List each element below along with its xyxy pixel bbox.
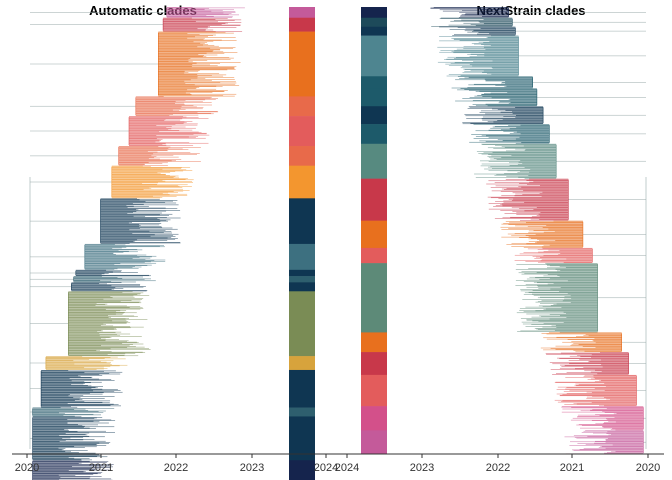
right-clade-segment [361, 220, 387, 249]
left-clade-segment [289, 416, 315, 461]
right-clade-segment [361, 26, 387, 36]
left-clade-segment [289, 96, 315, 117]
left-tick-label: 2020 [15, 462, 39, 474]
right-panel: NextStrain clades 2024 2023 2022 2021 2020 [335, 3, 664, 474]
left-clade-segment [289, 17, 315, 32]
left-axis-ticks: 2020 2021 2022 2023 2024 [15, 454, 338, 474]
left-clade-segment [289, 7, 315, 19]
right-clade-segment [361, 106, 387, 125]
left-tick-label: 2024 [314, 462, 338, 474]
left-tick-label: 2022 [164, 462, 188, 474]
right-clade-segment [361, 88, 387, 107]
left-clade-segment [289, 460, 315, 480]
right-tick-label: 2023 [410, 462, 434, 474]
left-tree [29, 7, 245, 480]
left-clade-bar [289, 7, 315, 480]
left-clade-segment [289, 282, 315, 292]
right-axis-ticks: 2024 2023 2022 2021 2020 [335, 454, 660, 474]
right-tick-label: 2020 [636, 462, 660, 474]
left-clade-segment [289, 243, 315, 271]
left-panel: Automatic clades 2020 2021 2022 2023 2024 [12, 3, 338, 480]
right-clade-segment [361, 143, 387, 179]
left-clade-segment [289, 407, 315, 417]
right-clade-segment [361, 430, 387, 455]
left-clade-segment [289, 276, 315, 283]
left-clade-segment [289, 116, 315, 147]
left-tick-label: 2021 [89, 462, 113, 474]
right-clade-segment [361, 332, 387, 353]
right-clade-segment [361, 352, 387, 376]
left-clade-segment [289, 269, 315, 277]
right-tick-label: 2021 [560, 462, 584, 474]
right-clade-segment [361, 263, 387, 333]
right-clade-segment [361, 178, 387, 221]
left-clade-segment [289, 165, 315, 199]
right-clade-segment [361, 7, 387, 19]
left-clade-segment [289, 369, 315, 408]
right-tick-label: 2022 [486, 462, 510, 474]
right-clade-segment [361, 247, 387, 264]
right-clade-segment [361, 374, 387, 407]
right-clade-segment [361, 76, 387, 89]
left-clade-segment [289, 198, 315, 245]
right-clade-segment [361, 17, 387, 27]
left-clade-segment [289, 356, 315, 371]
right-clade-bar [361, 7, 387, 455]
right-clade-segment [361, 124, 387, 145]
left-clade-segment [289, 291, 315, 357]
left-clade-segment [289, 146, 315, 166]
left-clade-segment [289, 31, 315, 97]
right-clade-segment [361, 406, 387, 431]
right-tick-label: 2024 [335, 462, 359, 474]
right-clade-segment [361, 35, 387, 77]
right-tree [430, 7, 647, 454]
left-tick-label: 2023 [240, 462, 264, 474]
